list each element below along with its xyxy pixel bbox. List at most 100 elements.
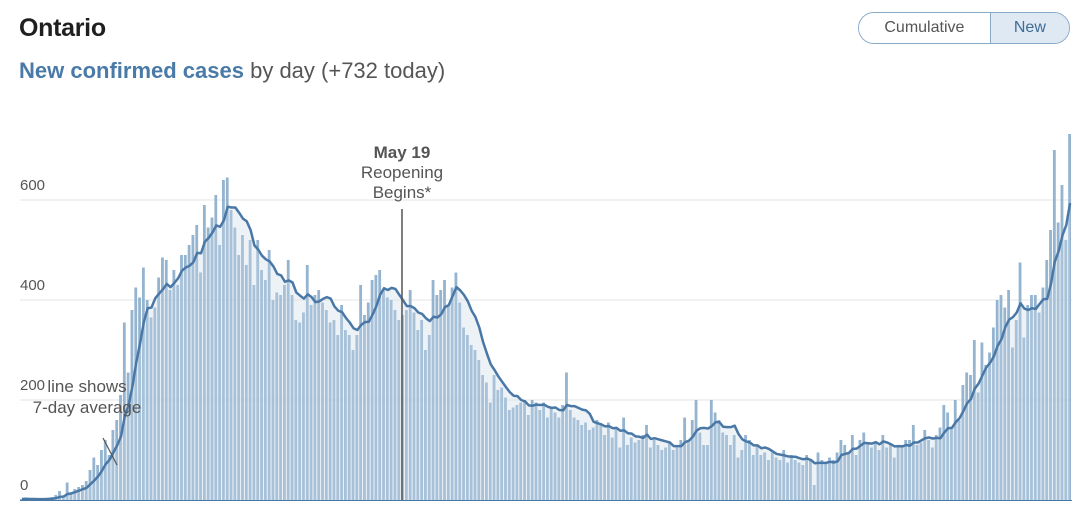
- bar: [404, 310, 408, 500]
- average-line-label: line shows: [47, 377, 126, 396]
- bar: [995, 300, 999, 500]
- bar: [889, 445, 892, 500]
- subtitle-rest: by day (+732 today): [243, 58, 446, 83]
- bar: [748, 440, 751, 500]
- view-toggle: Cumulative New: [858, 12, 1070, 44]
- bar: [58, 491, 61, 500]
- bar: [20, 499, 23, 500]
- bar: [500, 387, 504, 500]
- bar: [957, 420, 961, 500]
- bar: [778, 460, 782, 500]
- bar: [183, 255, 187, 500]
- bar: [111, 430, 115, 500]
- bar: [363, 315, 366, 500]
- bar: [546, 417, 549, 500]
- bar: [744, 435, 748, 500]
- bar: [1022, 337, 1026, 500]
- bar: [267, 250, 271, 500]
- bar: [420, 320, 424, 500]
- bar: [862, 432, 866, 500]
- bar: [389, 300, 393, 500]
- bar: [991, 327, 995, 500]
- bar: [854, 455, 858, 500]
- bar: [153, 307, 157, 500]
- bar: [950, 427, 953, 500]
- bar: [576, 420, 580, 500]
- bar: [225, 177, 229, 500]
- reopening-label: Reopening: [361, 163, 443, 182]
- bar: [679, 440, 683, 500]
- bar: [953, 400, 957, 500]
- bar: [351, 350, 355, 500]
- bar: [1003, 307, 1007, 500]
- bar: [382, 290, 385, 500]
- bar: [263, 280, 267, 500]
- bar: [721, 432, 725, 500]
- bar: [580, 425, 584, 500]
- bar: [172, 270, 176, 500]
- bar: [648, 447, 652, 500]
- bar: [725, 435, 728, 500]
- bar: [751, 455, 755, 500]
- bar: [126, 372, 130, 500]
- bar: [667, 442, 671, 500]
- bar: [317, 290, 321, 500]
- bar: [218, 245, 222, 500]
- bar: [393, 310, 397, 500]
- bar: [77, 487, 80, 500]
- bar: [606, 422, 610, 500]
- bar: [946, 412, 950, 500]
- bar: [839, 440, 843, 500]
- new-button[interactable]: New: [989, 13, 1069, 43]
- bar: [195, 225, 199, 500]
- bar: [614, 427, 618, 500]
- y-tick-label: 200: [20, 377, 45, 394]
- bar: [858, 440, 862, 500]
- bar: [717, 420, 721, 500]
- bar: [801, 465, 805, 500]
- bar: [313, 295, 317, 500]
- bar: [294, 320, 298, 500]
- chart-subtitle: New confirmed cases by day (+732 today): [19, 58, 445, 84]
- bar: [542, 402, 545, 500]
- bar: [713, 412, 717, 500]
- bar: [553, 412, 557, 500]
- bar: [789, 455, 793, 500]
- bar: [809, 460, 812, 500]
- bar: [595, 420, 599, 500]
- bar: [473, 350, 477, 500]
- bar: [222, 180, 225, 500]
- bar: [896, 445, 900, 500]
- bar: [103, 440, 107, 500]
- cumulative-button[interactable]: Cumulative: [859, 13, 990, 43]
- bar: [683, 417, 687, 500]
- bar: [511, 407, 515, 500]
- bar: [656, 445, 660, 500]
- bar: [164, 260, 168, 500]
- bar: [446, 305, 450, 500]
- bar: [134, 287, 138, 500]
- bar: [96, 465, 100, 500]
- bar: [892, 457, 896, 500]
- bar: [824, 462, 828, 500]
- y-tick-label: 600: [20, 177, 45, 194]
- bar: [271, 300, 275, 500]
- bar: [969, 375, 972, 500]
- bar: [252, 285, 256, 500]
- bar: [1056, 222, 1060, 500]
- bar: [187, 245, 191, 500]
- bar: [694, 400, 698, 500]
- bar: [1011, 347, 1014, 500]
- bar: [622, 417, 626, 500]
- bar: [1049, 230, 1052, 500]
- bar: [355, 335, 359, 500]
- bar: [774, 457, 778, 500]
- bar: [1041, 287, 1045, 500]
- bar: [347, 335, 351, 500]
- bar: [412, 312, 416, 500]
- bar: [988, 352, 991, 500]
- bar: [481, 375, 485, 500]
- bar: [424, 350, 427, 500]
- bar: [286, 260, 290, 500]
- average-line: [21, 202, 1072, 501]
